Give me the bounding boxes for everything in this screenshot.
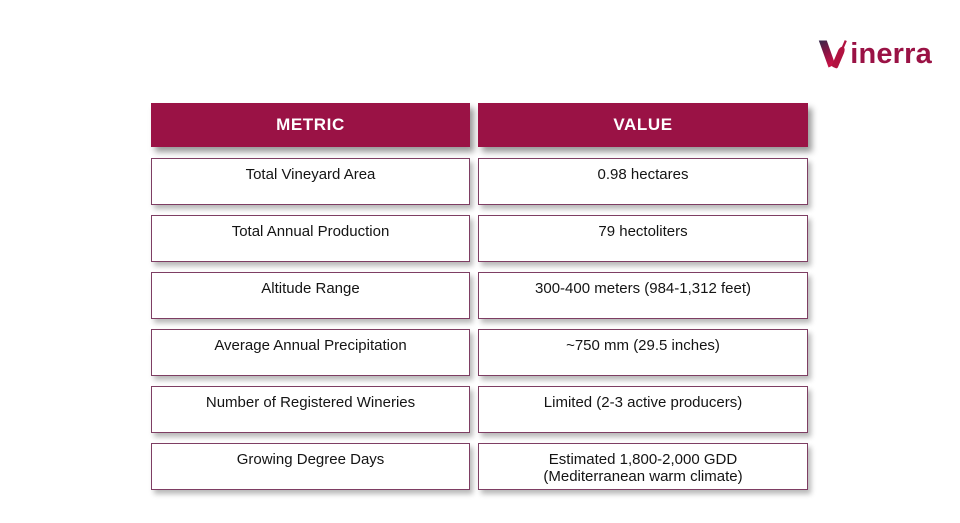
- column-header-metric: METRIC: [151, 103, 470, 147]
- metric-cell-total-vineyard-area: Total Vineyard Area: [151, 158, 470, 205]
- value-cell-average-annual-precipitation: ~750 mm (29.5 inches): [478, 329, 808, 376]
- value-cell-growing-degree-days: Estimated 1,800-2,000 GDD (Mediterranean…: [478, 443, 808, 490]
- value-cell-number-of-registered-wineries: Limited (2-3 active producers): [478, 386, 808, 433]
- metric-cell-total-annual-production: Total Annual Production: [151, 215, 470, 262]
- column-header-value: VALUE: [478, 103, 808, 147]
- metrics-table: METRIC VALUE Total Vineyard Area 0.98 he…: [151, 103, 808, 490]
- metric-cell-average-annual-precipitation: Average Annual Precipitation: [151, 329, 470, 376]
- metric-cell-altitude-range: Altitude Range: [151, 272, 470, 319]
- value-cell-total-vineyard-area: 0.98 hectares: [478, 158, 808, 205]
- logo-text: inerra: [850, 38, 932, 70]
- value-cell-total-annual-production: 79 hectoliters: [478, 215, 808, 262]
- metric-cell-growing-degree-days: Growing Degree Days: [151, 443, 470, 490]
- wine-bottle-v-icon: [818, 40, 848, 69]
- value-cell-altitude-range: 300-400 meters (984-1,312 feet): [478, 272, 808, 319]
- vinerra-logo: inerra: [817, 33, 932, 71]
- metric-cell-number-of-registered-wineries: Number of Registered Wineries: [151, 386, 470, 433]
